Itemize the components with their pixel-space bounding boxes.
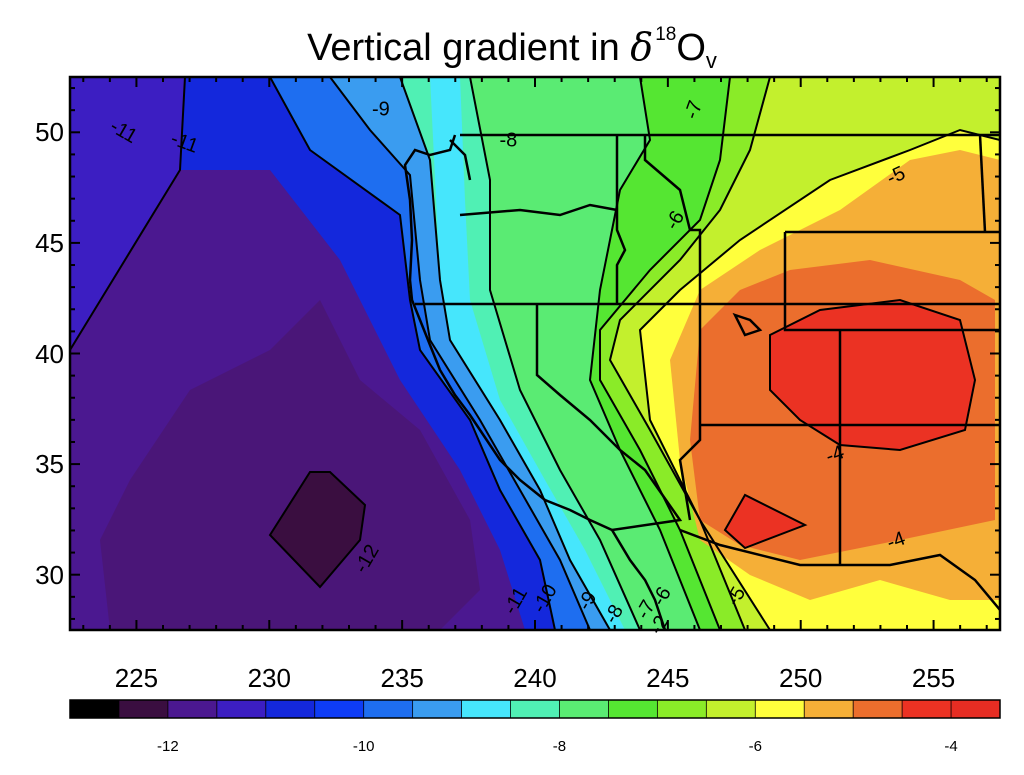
colorbar-swatch	[363, 700, 414, 718]
y-tick-label: 30	[35, 559, 64, 590]
y-tick-label: 50	[35, 117, 64, 148]
colorbar-tick-label: -6	[748, 738, 762, 755]
colorbar-swatch	[902, 700, 952, 718]
x-tick-label: 230	[247, 663, 291, 693]
colorbar-swatch	[412, 700, 463, 718]
colorbar-tick-label: -12	[157, 738, 179, 755]
colorbar-swatch	[657, 700, 707, 718]
filled-contour-field	[70, 77, 1000, 630]
colorbar-swatch	[265, 700, 316, 718]
colorbar-swatch	[755, 700, 805, 718]
colorbar	[69, 699, 1001, 719]
colorbar-tick-label: -10	[352, 738, 375, 755]
contour-label: -8	[500, 129, 518, 151]
x-tick-label: 240	[513, 663, 557, 693]
colorbar-swatch	[118, 700, 169, 718]
x-tick-label: 235	[380, 663, 424, 693]
colorbar-swatch	[461, 700, 512, 718]
colorbar-swatch	[70, 700, 120, 718]
colorbar-tick-label: -8	[552, 738, 567, 755]
x-tick-label: 250	[779, 663, 823, 693]
x-tick-label: 245	[646, 663, 690, 693]
axis-ticks	[70, 77, 1000, 630]
colorbar-swatch	[706, 700, 756, 718]
colorbar-frame	[69, 699, 1001, 719]
colorbar-swatch	[804, 700, 854, 718]
y-tick-label: 45	[35, 227, 64, 258]
colorbar-swatch	[853, 700, 903, 718]
colorbar-tick-label: -4	[944, 738, 958, 755]
y-tick-label: 40	[35, 338, 64, 369]
contour-label: -9	[372, 98, 390, 120]
colorbar-swatch	[167, 700, 218, 718]
coastlines-and-borders	[403, 133, 1000, 630]
colorbar-swatch	[216, 700, 267, 718]
colorbar-swatch	[559, 700, 609, 718]
colorbar-swatch	[510, 700, 560, 718]
x-tick-label: 255	[911, 663, 956, 693]
chart-title: Vertical gradient in δ 18Ov	[307, 24, 717, 73]
y-tick-label: 35	[35, 449, 64, 480]
colorbar-swatch	[608, 700, 658, 718]
colorbar-swatch	[314, 700, 365, 718]
x-tick-label: 225	[114, 663, 159, 693]
colorbar-swatch	[951, 700, 1001, 718]
